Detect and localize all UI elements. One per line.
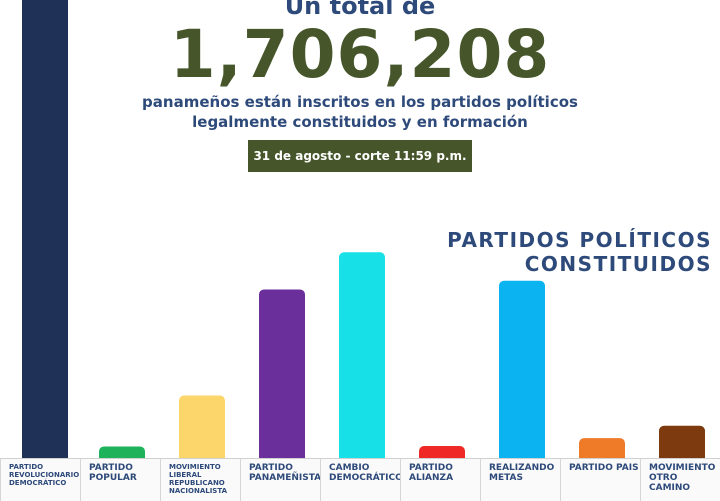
date-badge: 31 de agosto - corte 11:59 p.m. — [248, 140, 472, 172]
bar-1 — [22, 0, 68, 463]
category-label-1: PARTIDO REVOLUCIONARIO DEMOCRÁTICO — [0, 459, 80, 501]
category-label-2: PARTIDO POPULAR — [80, 459, 160, 501]
total-members: 1,706,208 — [169, 16, 551, 93]
bar-3 — [179, 395, 225, 463]
section-title: PARTIDOS POLÍTICOS CONSTITUIDOS — [447, 228, 712, 276]
header-top-text: Un total de — [284, 0, 436, 20]
category-labels: PARTIDO REVOLUCIONARIO DEMOCRÁTICO PARTID… — [0, 458, 720, 501]
category-label-7: REALIZANDO METAS — [480, 459, 560, 501]
category-label-5: CAMBIO DEMOCRÁTICO — [320, 459, 400, 501]
header-subtitle-line1: panameños están inscritos en los partido… — [142, 93, 578, 111]
section-title-line1: PARTIDOS POLÍTICOS — [447, 228, 712, 252]
category-label-8: PARTIDO PAIS — [560, 459, 640, 501]
header-subtitle-line2: legalmente constituidos y en formación — [192, 113, 528, 131]
bar-9 — [659, 425, 705, 463]
bar-4 — [259, 289, 305, 463]
category-label-9: MOVIMIENTO OTRO CAMINO — [640, 459, 720, 501]
category-label-3: MOVIMIENTO LIBERAL REPUBLICANO NACIONALI… — [160, 459, 240, 501]
section-title-line2: CONSTITUIDOS — [524, 252, 712, 276]
bar-7 — [499, 280, 545, 463]
category-label-4: PARTIDO PANAMEÑISTA — [240, 459, 320, 501]
bar-8 — [579, 438, 625, 463]
category-label-6: PARTIDO ALIANZA — [400, 459, 480, 501]
bar-5 — [339, 252, 385, 463]
